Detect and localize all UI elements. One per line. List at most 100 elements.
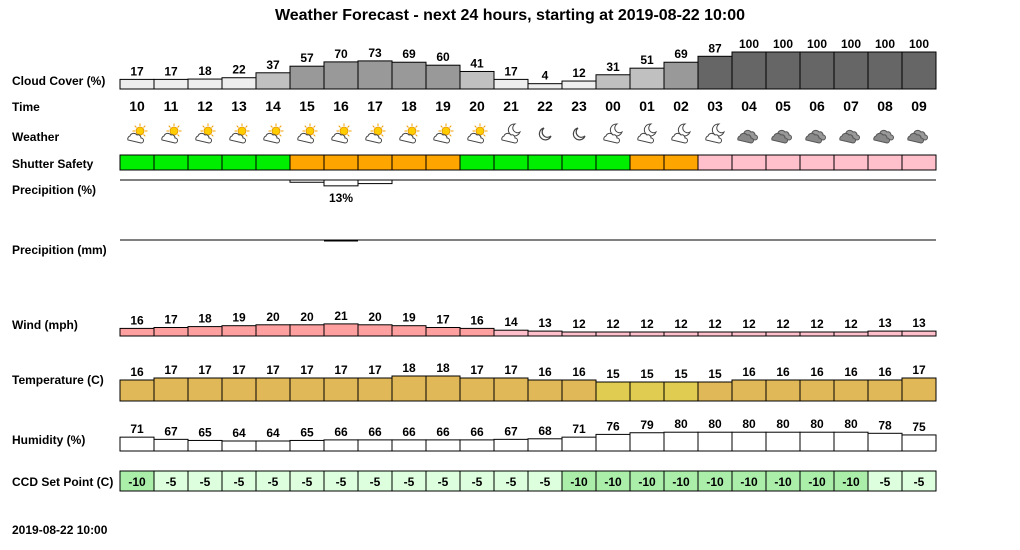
sun-ray bbox=[483, 125, 486, 128]
temperature-value: 15 bbox=[674, 367, 688, 381]
cloud-shape-front bbox=[839, 132, 856, 144]
sun-cloud-icon bbox=[365, 123, 386, 144]
cloud-shape bbox=[297, 132, 314, 144]
cloud-shape-front bbox=[771, 132, 788, 144]
shutter-safety-cell bbox=[425, 154, 461, 171]
temperature-bar bbox=[153, 377, 189, 402]
cloud-cover-value: 18 bbox=[198, 64, 212, 78]
shutter-safety-row bbox=[119, 154, 937, 171]
ccd-set-point-value: -10 bbox=[604, 475, 622, 489]
sun-ray bbox=[406, 125, 409, 128]
sun-ray bbox=[211, 125, 214, 128]
cloud-shape bbox=[127, 132, 144, 144]
sun-ray bbox=[313, 125, 316, 128]
temperature-bar bbox=[765, 379, 801, 402]
cloud-cover-value: 69 bbox=[402, 47, 416, 61]
cloud-cover-bar bbox=[731, 51, 767, 90]
hour-label: 03 bbox=[707, 98, 723, 114]
temperature-value: 17 bbox=[300, 363, 314, 377]
wind-value: 16 bbox=[470, 313, 484, 327]
sun-ray bbox=[134, 125, 137, 128]
temperature-bar bbox=[255, 377, 291, 402]
temperature-bar bbox=[357, 377, 393, 402]
humidity-value: 80 bbox=[742, 417, 756, 431]
shutter-safety-cell bbox=[289, 154, 325, 171]
temperature-bar bbox=[527, 379, 563, 402]
sun-cloud-icon bbox=[195, 123, 216, 144]
cloud-cover-value: 37 bbox=[266, 58, 280, 72]
sun-cloud-icon bbox=[127, 123, 148, 144]
ccd-set-point-value: -10 bbox=[774, 475, 792, 489]
humidity-value: 65 bbox=[198, 425, 212, 439]
cloud-cover-value: 4 bbox=[542, 69, 549, 83]
moon-cloud-icon bbox=[671, 123, 691, 144]
moon-icon bbox=[572, 127, 586, 141]
wind-value: 18 bbox=[198, 312, 212, 326]
temperature-bar bbox=[289, 377, 325, 402]
shutter-safety-cell bbox=[221, 154, 257, 171]
temperature-value: 17 bbox=[504, 363, 518, 377]
shutter-safety-cell bbox=[153, 154, 189, 171]
sun-ray bbox=[372, 125, 375, 128]
wind-value: 12 bbox=[640, 317, 654, 331]
time-row: 10 11 12 13 14 15 16 17 18 19 20 21 22 23 00 01 02 03 04 05… bbox=[129, 98, 927, 114]
cloud-shape bbox=[603, 132, 620, 144]
sun-disc bbox=[237, 126, 247, 136]
wind-value: 16 bbox=[130, 313, 144, 327]
cloud-shape bbox=[467, 132, 484, 144]
cloud-cover-bar bbox=[493, 78, 529, 90]
ccd-set-point-value: -5 bbox=[914, 475, 925, 489]
sun-cloud-icon bbox=[263, 123, 284, 144]
cloud-cover-bar bbox=[153, 78, 189, 90]
cloud-cover-bar bbox=[357, 60, 393, 90]
ccd-set-point-value: -10 bbox=[808, 475, 826, 489]
cloud-cover-bar bbox=[765, 51, 801, 90]
sun-ray bbox=[381, 125, 384, 128]
wind-bar bbox=[323, 323, 359, 337]
shutter-safety-cell bbox=[255, 154, 291, 171]
cloud-icon bbox=[907, 129, 928, 144]
humidity-value: 68 bbox=[538, 424, 552, 438]
temperature-bar bbox=[697, 381, 733, 402]
wind-bar bbox=[867, 330, 903, 337]
hour-label: 15 bbox=[299, 98, 315, 114]
temperature-bar bbox=[629, 381, 665, 402]
temperature-bar bbox=[833, 379, 869, 402]
cloud-cover-bar bbox=[391, 61, 427, 90]
ccd-set-point-row: -10 -5 -5 -5 -5 -5 -5 -5 -5 -5 -5 -5 -5 -10 -10 -10 -10 -… bbox=[119, 470, 937, 492]
precip-peak-label: 13% bbox=[329, 191, 353, 205]
wind-value: 12 bbox=[708, 317, 722, 331]
humidity-value: 66 bbox=[436, 425, 450, 439]
wind-bar bbox=[187, 326, 223, 337]
humidity-value: 79 bbox=[640, 418, 654, 432]
cloud-cover-value: 17 bbox=[164, 64, 178, 78]
wind-bar bbox=[153, 327, 189, 337]
sun-ray bbox=[474, 125, 477, 128]
ccd-set-point-value: -5 bbox=[438, 475, 449, 489]
wind-bar bbox=[561, 331, 597, 337]
humidity-bar bbox=[527, 438, 563, 452]
sun-disc bbox=[135, 126, 145, 136]
shutter-safety-cell bbox=[731, 154, 767, 171]
sun-disc bbox=[373, 126, 383, 136]
cloud-shape-front bbox=[873, 132, 890, 144]
wind-bar bbox=[425, 327, 461, 337]
temperature-value: 15 bbox=[640, 367, 654, 381]
cloud-cover-bar bbox=[425, 64, 461, 90]
weather-row bbox=[127, 123, 928, 144]
shutter-safety-cell bbox=[323, 154, 359, 171]
sun-disc bbox=[271, 126, 281, 136]
temperature-bar bbox=[663, 381, 699, 402]
shutter-safety-cell bbox=[765, 154, 801, 171]
sun-ray bbox=[347, 134, 350, 137]
precip-mm-row bbox=[120, 239, 936, 242]
cloud-cover-value: 57 bbox=[300, 51, 314, 65]
hour-label: 14 bbox=[265, 98, 281, 114]
moon-shape bbox=[711, 123, 725, 137]
temperature-bar bbox=[731, 379, 767, 402]
cloud-cover-value: 69 bbox=[674, 47, 688, 61]
ccd-set-point-value: -10 bbox=[638, 475, 656, 489]
moon-cloud-icon bbox=[637, 123, 657, 144]
cloud-cover-bar bbox=[629, 67, 665, 90]
